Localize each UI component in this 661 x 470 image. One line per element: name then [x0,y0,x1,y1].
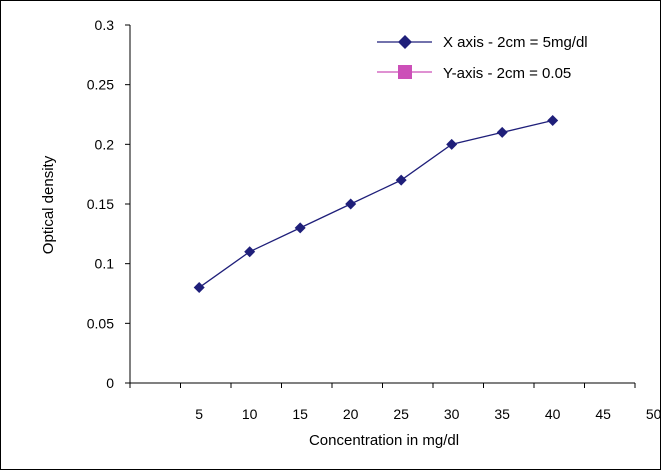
x-tick-label: 5 [195,406,203,422]
y-axis-title: Optical density [40,155,57,254]
y-tick-label: 0 [106,375,114,391]
y-ticks: 0 0.05 0.1 0.15 0.2 0.25 0.3 [87,17,130,391]
y-tick-label: 0.25 [87,77,114,93]
y-tick-label: 0.1 [95,256,115,272]
x-tick-label: 30 [444,406,460,422]
data-point-marker [496,126,508,138]
x-tick-label: 40 [545,406,561,422]
x-tick-label: 50 [646,406,661,422]
data-point-marker [395,174,407,186]
x-tick-label: 15 [292,406,308,422]
y-tick-label: 0.05 [87,315,114,331]
series-line-1 [198,119,553,289]
data-point-marker [244,246,256,258]
x-tick-label: 45 [595,406,611,422]
data-point-marker [294,222,306,234]
legend-marker-series-2 [398,65,412,79]
legend-label-series-2: Y-axis - 2cm = 0.05 [443,65,571,82]
legend-marker-series-1 [398,35,412,49]
data-point-marker [345,198,357,210]
legend: X axis - 2cm = 5mg/dl Y-axis - 2cm = 0.0… [377,34,588,82]
x-axis-title: Concentration in mg/dl [309,432,459,449]
x-tick-label: 35 [494,406,510,422]
data-point-marker [446,138,458,150]
x-tick-label: 25 [393,406,409,422]
y-tick-label: 0.2 [95,136,115,152]
y-tick-label: 0.15 [87,196,114,212]
data-point-marker [193,282,205,294]
series-layer [193,114,559,294]
data-point-marker [547,114,559,126]
legend-label-series-1: X axis - 2cm = 5mg/dl [443,34,588,51]
y-tick-label: 0.3 [95,17,115,33]
x-tick-label: 10 [242,406,258,422]
x-ticks: 5 10 15 20 25 30 35 40 45 50 [129,383,661,422]
x-tick-label: 20 [343,406,359,422]
